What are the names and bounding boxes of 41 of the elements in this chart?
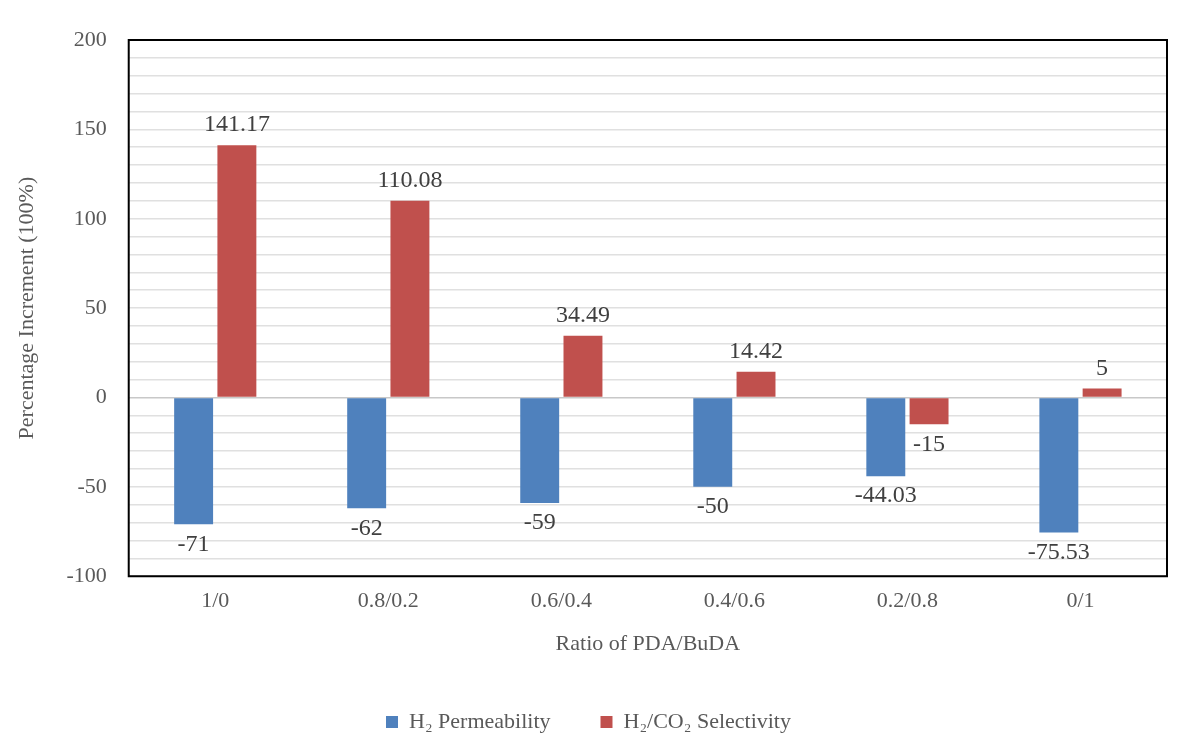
legend-label: H₂/CO₂ Selectivity	[623, 707, 791, 733]
bar	[1082, 388, 1122, 397]
legend-label: H₂ Permeability	[409, 707, 551, 733]
data-label: -59	[523, 508, 556, 535]
bar	[217, 145, 257, 397]
data-label: 141.17	[203, 110, 270, 137]
data-label: -44.03	[854, 481, 917, 508]
y-tick-label: 50	[84, 293, 107, 319]
data-label: 110.08	[377, 166, 443, 193]
x-tick-label: 0.4/0.6	[703, 587, 765, 613]
x-tick-label: 0.8/0.2	[357, 587, 419, 613]
x-tick-label: 0.6/0.4	[530, 587, 592, 613]
data-label: 14.42	[729, 336, 784, 363]
y-tick-label: 150	[73, 115, 107, 141]
x-tick-label: 0/1	[1066, 587, 1095, 613]
data-label: -75.53	[1027, 537, 1090, 564]
y-tick-label: 100	[73, 204, 107, 230]
data-label: -50	[696, 492, 729, 519]
data-label: 34.49	[555, 301, 610, 328]
data-label: -15	[913, 429, 946, 456]
data-label: -62	[350, 513, 383, 540]
bar	[736, 371, 776, 397]
y-tick-label: 0	[95, 383, 107, 409]
x-tick-label: 0.2/0.8	[876, 587, 938, 613]
x-axis-title: Ratio of PDA/BuDA	[555, 629, 741, 655]
x-tick-label: 1/0	[201, 587, 230, 613]
data-label: -71	[177, 529, 210, 556]
bar	[390, 200, 430, 397]
bar	[1039, 398, 1079, 533]
y-tick-label: -100	[66, 561, 107, 587]
bar	[866, 398, 906, 477]
bar	[909, 398, 949, 425]
bar	[347, 398, 387, 509]
bar	[520, 398, 560, 503]
y-tick-label: -50	[77, 472, 107, 498]
y-axis-title: Percentage Increment (100%)	[12, 176, 38, 440]
y-tick-label: 200	[73, 25, 107, 51]
bar	[563, 335, 603, 397]
bar	[174, 398, 214, 525]
bar	[693, 398, 733, 487]
data-label: 5	[1096, 353, 1109, 380]
